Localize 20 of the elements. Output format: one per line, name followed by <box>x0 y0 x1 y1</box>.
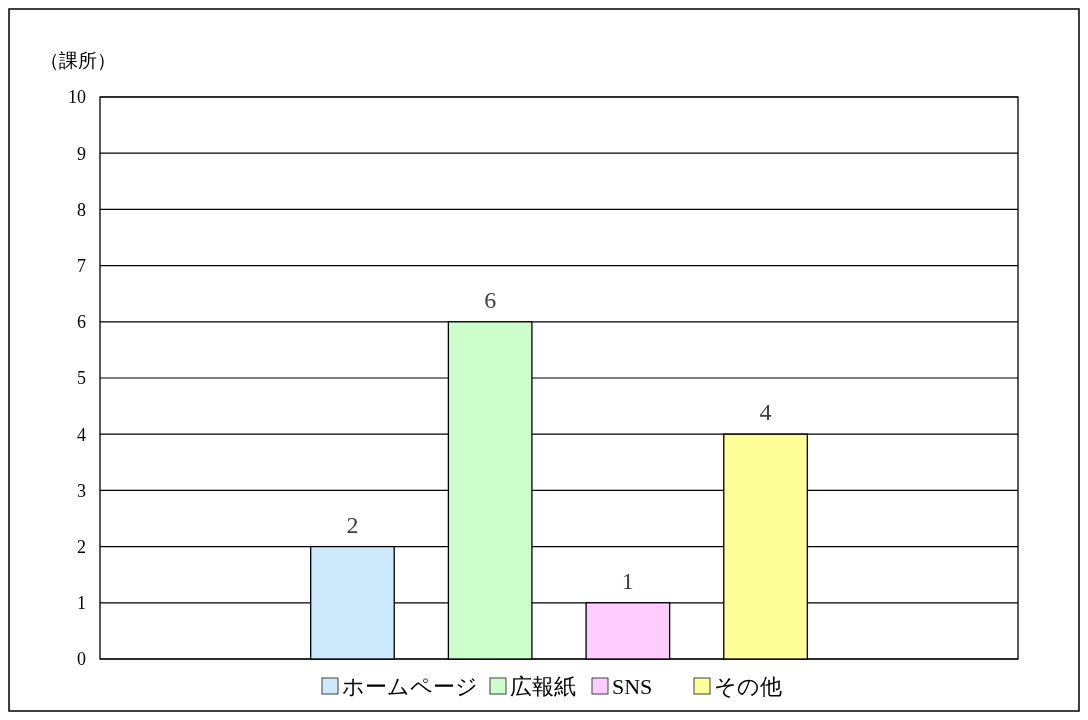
data-label: 6 <box>484 286 497 313</box>
y-tick-label: 6 <box>77 312 86 333</box>
y-axis-title: （課所） <box>40 50 116 71</box>
data-label: 1 <box>621 567 634 594</box>
y-tick-label: 5 <box>77 368 86 389</box>
y-tick-label: 0 <box>77 649 86 670</box>
legend-label: SNS <box>612 674 653 699</box>
data-label: 4 <box>759 399 772 426</box>
legend-label: その他 <box>714 674 782 699</box>
y-tick-label: 7 <box>77 255 86 276</box>
y-tick-label: 4 <box>77 424 86 445</box>
y-tick-label: 3 <box>77 480 86 501</box>
y-tick-label: 8 <box>77 199 86 220</box>
y-tick-label: 10 <box>68 87 86 108</box>
y-tick-label: 2 <box>77 536 86 557</box>
y-tick-label: 9 <box>77 143 86 164</box>
legend-label: 広報紙 <box>510 674 576 699</box>
legend-label: ホームページ <box>342 674 478 699</box>
y-tick-label: 1 <box>77 593 86 614</box>
data-label: 2 <box>346 511 359 538</box>
